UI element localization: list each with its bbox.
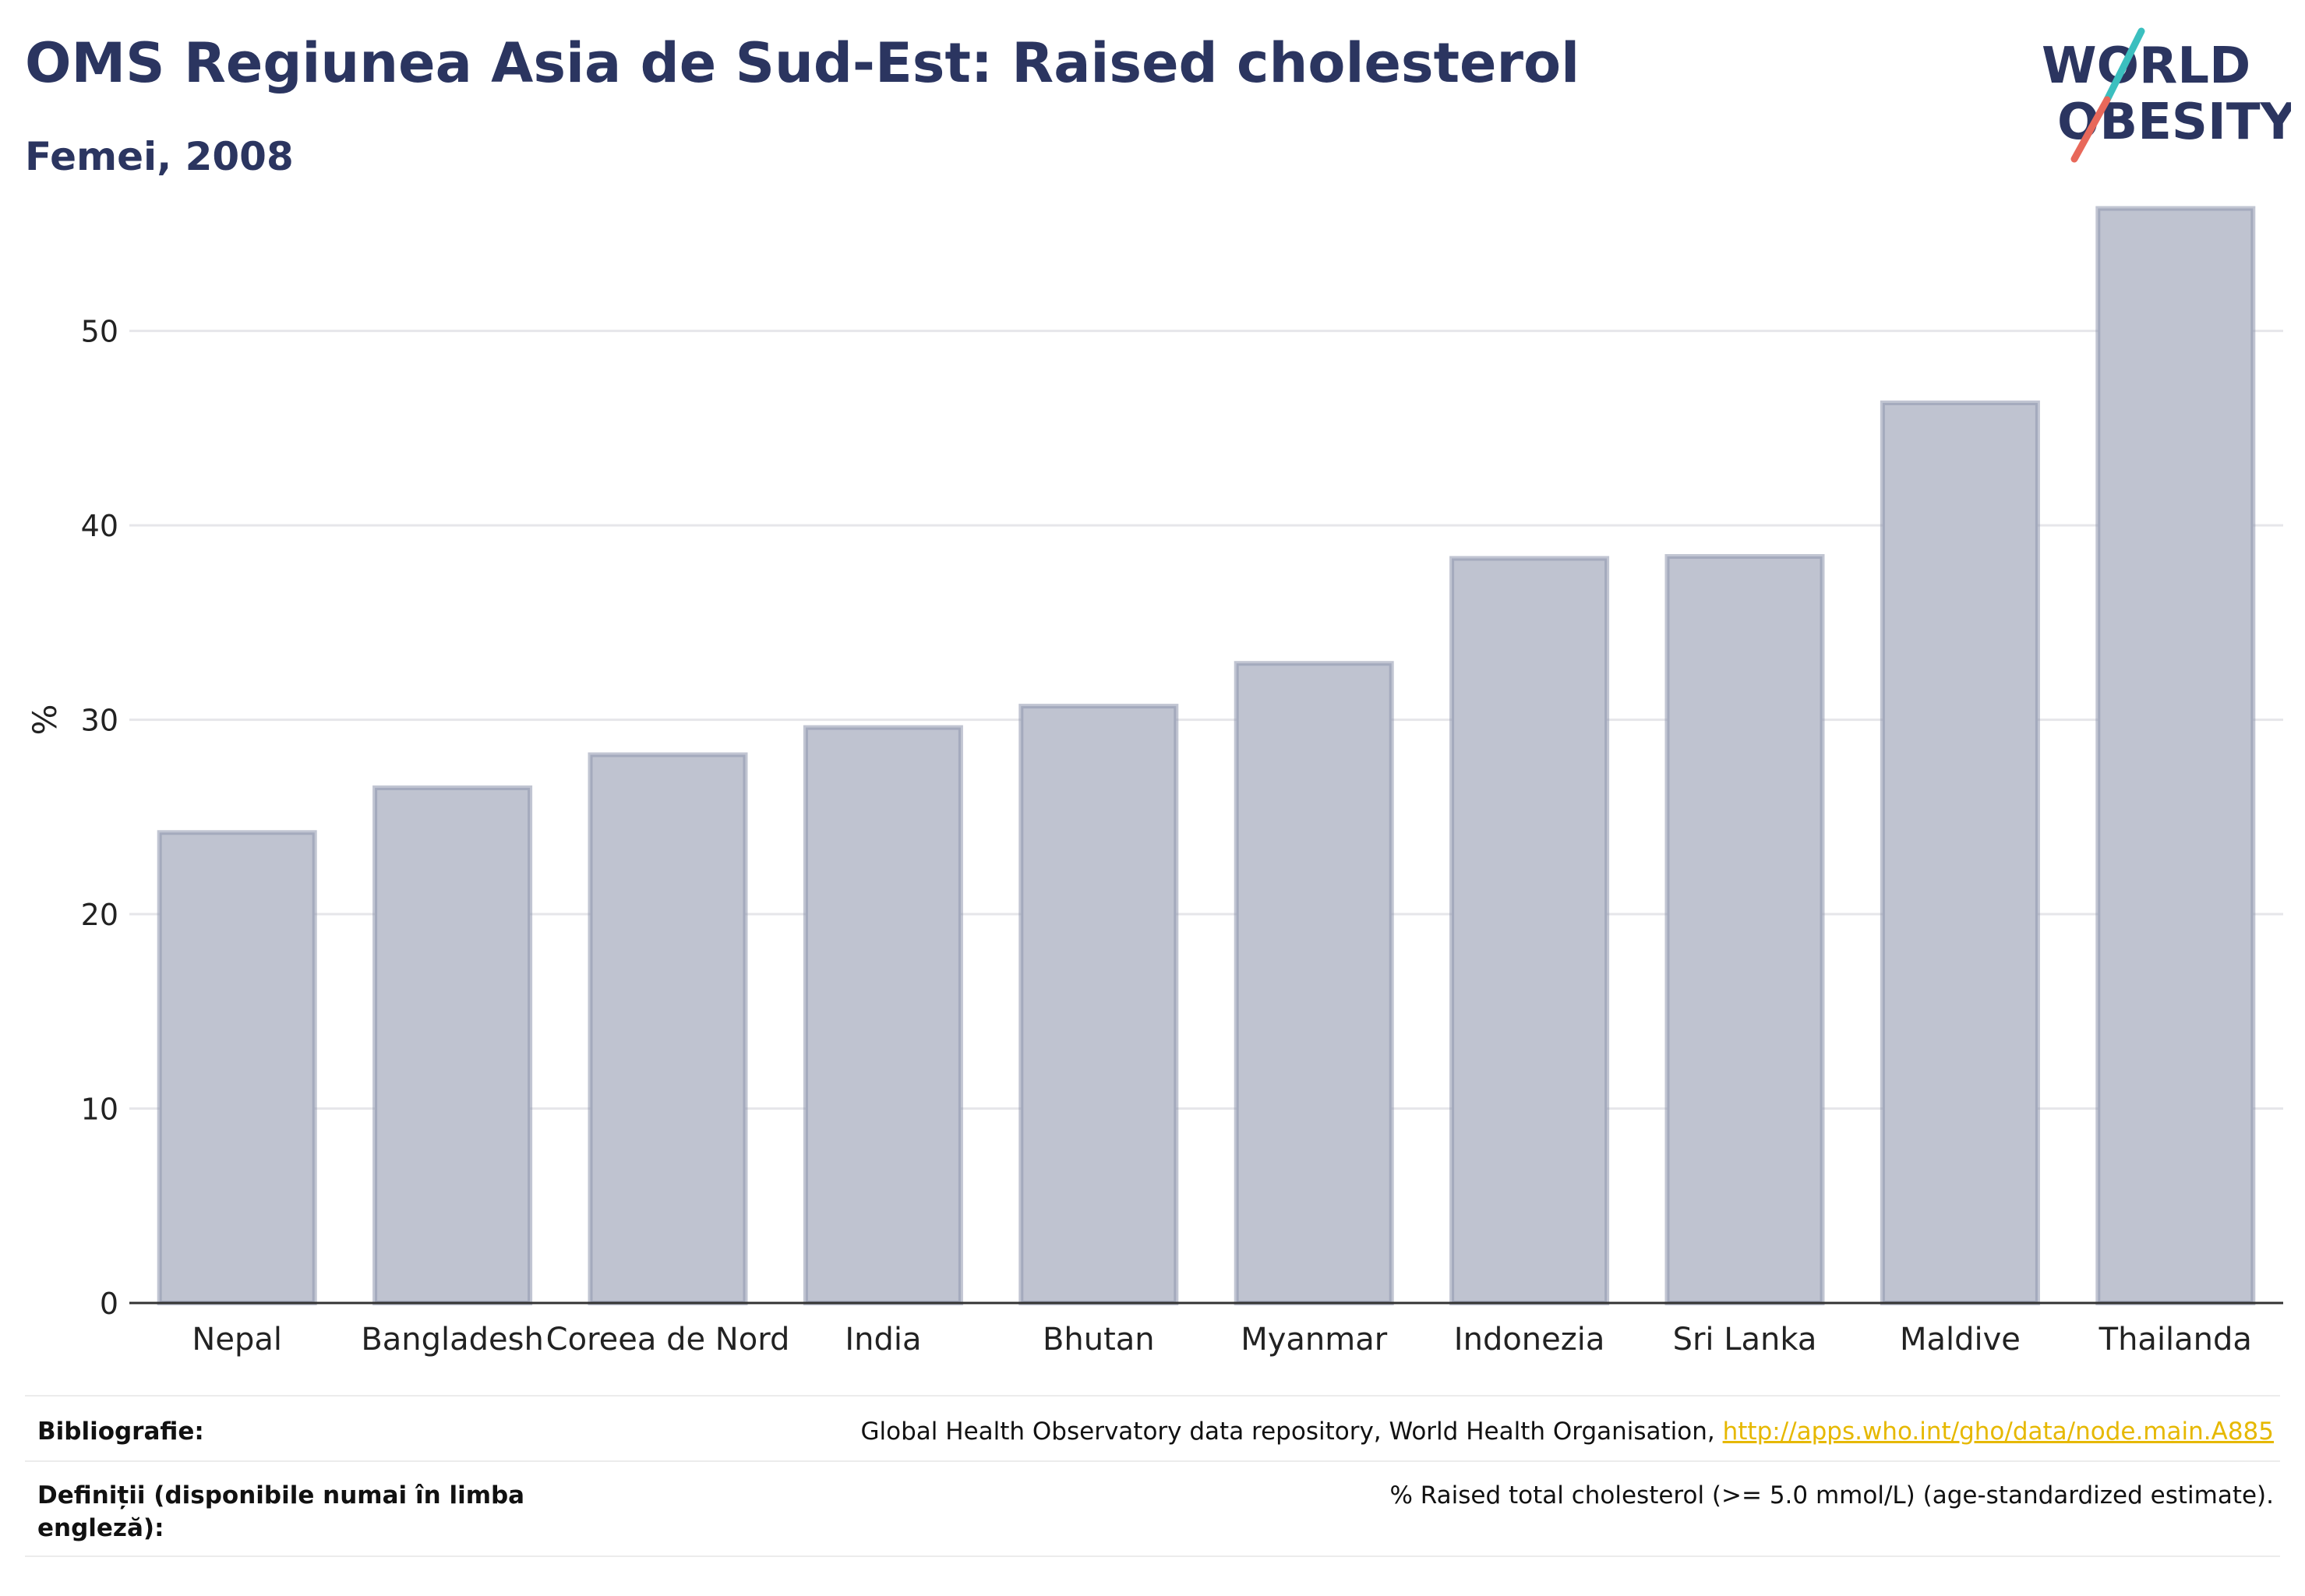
- bar-thailanda: [2095, 206, 2256, 1306]
- bar-myanmar: [1234, 661, 1394, 1305]
- bar-coreea-de-nord: [588, 752, 748, 1305]
- bar-bhutan: [1018, 704, 1179, 1305]
- y-tick-label: 50: [81, 315, 118, 349]
- bar-maldive: [1880, 400, 2040, 1305]
- x-axis-labels: Nepal Bangladesh Coreea de Nord India Bhutan…: [192, 1322, 2252, 1358]
- y-tick-label: 20: [81, 898, 118, 932]
- bar-india: [803, 725, 963, 1305]
- footer-divider-middle: [25, 1460, 2280, 1462]
- chart-subtitle: Femei, 2008: [25, 134, 294, 179]
- footer-divider-bottom: [25, 1555, 2280, 1557]
- x-tick-label: Thailanda: [2099, 1322, 2252, 1358]
- x-tick-label: Bangladesh: [361, 1322, 544, 1358]
- y-axis-ticks: 0 10 20 30 40 50: [81, 315, 118, 1321]
- y-axis-label: %: [26, 704, 64, 736]
- logo-slash-red: [2070, 96, 2111, 163]
- chart-title: OMS Regiunea Asia de Sud-Est: Raised cho…: [25, 31, 1580, 95]
- source-link[interactable]: http://apps.who.int/gho/data/node.main.A…: [1722, 1418, 2274, 1446]
- definition-label: Definiții (disponibile numai în limba en…: [37, 1481, 525, 1542]
- bar-nepal: [157, 830, 317, 1305]
- y-tick-label: 10: [81, 1093, 118, 1127]
- definition-value: % Raised total cholesterol (>= 5.0 mmol/…: [1389, 1481, 2274, 1509]
- y-tick-label: 0: [100, 1287, 118, 1321]
- x-tick-label: Maldive: [1900, 1322, 2021, 1358]
- world-obesity-logo: WORLD OBESITY: [2042, 27, 2291, 163]
- x-tick-label: Sri Lanka: [1673, 1322, 1817, 1358]
- x-tick-label: Coreea de Nord: [546, 1322, 790, 1358]
- bar-bangladesh: [372, 785, 533, 1305]
- footer-divider-top: [25, 1395, 2280, 1396]
- bar-indonezia: [1449, 556, 1610, 1305]
- x-tick-label: Nepal: [192, 1322, 282, 1358]
- bar-sri-lanka: [1664, 554, 1825, 1305]
- bars: [157, 206, 2256, 1306]
- bar-chart: 0 10 20 30 40 50 Nepal Bangladesh Coreea de Nor…: [26, 206, 2283, 1358]
- x-tick-label: India: [845, 1322, 921, 1358]
- logo-slash-teal: [2103, 27, 2145, 104]
- x-tick-label: Bhutan: [1043, 1322, 1155, 1358]
- x-tick-label: Indonezia: [1454, 1322, 1605, 1358]
- source-value: Global Health Observatory data repositor…: [861, 1415, 2274, 1448]
- logo-line1: WORLD: [2042, 37, 2250, 95]
- y-tick-label: 40: [81, 509, 118, 543]
- source-label: Bibliografie:: [37, 1418, 204, 1446]
- source-text: Global Health Observatory data repositor…: [860, 1418, 1723, 1446]
- x-tick-label: Myanmar: [1241, 1322, 1388, 1358]
- y-tick-label: 30: [81, 704, 118, 738]
